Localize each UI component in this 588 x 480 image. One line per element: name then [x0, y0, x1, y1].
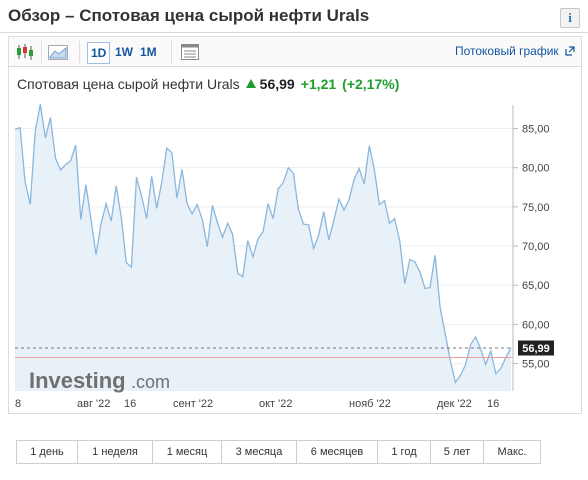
x-tick-label: нояб '22	[349, 398, 391, 410]
y-tick-label: 60,00	[522, 319, 550, 331]
timeframe-1d-button[interactable]: 1D	[87, 42, 111, 64]
chart-panel: Спотовая цена сырой нефти Urals 56,99 +1,2…	[8, 66, 582, 414]
timeframe-1m-button[interactable]: 1M	[140, 45, 157, 59]
investing-watermark: Investing .com	[29, 368, 170, 393]
timeframe-1w-button[interactable]: 1W	[115, 45, 133, 59]
range-5-years-button[interactable]: 5 лет	[430, 440, 484, 464]
streaming-chart-link[interactable]: Потоковый график	[455, 44, 575, 58]
x-tick-label: 16	[124, 398, 136, 410]
page-header: Обзор – Спотовая цена сырой нефти Urals …	[0, 0, 588, 33]
info-icon[interactable]: i	[560, 8, 580, 28]
price-change-percent: (+2,17%)	[342, 76, 400, 92]
y-axis: 85,00 80,00 75,00 70,00 65,00 60,00 55,00	[512, 105, 550, 391]
x-tick-label: 16	[487, 398, 499, 410]
x-tick-label: 8	[15, 398, 21, 410]
instrument-name: Спотовая цена сырой нефти Urals	[17, 76, 240, 92]
range-selector: 1 день 1 неделя 1 месяц 3 месяца 6 месяц…	[16, 440, 541, 464]
watermark-suffix: .com	[131, 372, 170, 392]
y-tick-label: 65,00	[522, 280, 550, 292]
candlestick-chart-icon[interactable]	[14, 42, 36, 62]
chart-toolbar: 1D 1W 1M Потоковый график	[8, 36, 582, 67]
x-tick-label: авг '22	[77, 398, 110, 410]
x-tick-label: окт '22	[259, 398, 292, 410]
y-tick-label: 55,00	[522, 359, 550, 371]
range-1-day-button[interactable]: 1 день	[16, 440, 78, 464]
x-tick-label: дек '22	[437, 398, 472, 410]
price-badge: 56,99	[518, 340, 554, 356]
toolbar-divider	[79, 41, 80, 63]
range-1-week-button[interactable]: 1 неделя	[77, 440, 153, 464]
price-chart[interactable]: Investing .com 85,00 80,00 75,00 70,00 65,00…	[9, 67, 581, 413]
table-view-icon[interactable]	[179, 42, 201, 62]
streaming-chart-label: Потоковый график	[454, 44, 559, 58]
price-change: +1,21	[300, 76, 337, 92]
y-tick-label: 70,00	[522, 241, 550, 253]
quote-summary: Спотовая цена сырой нефти Urals 56,99 +1,2…	[17, 76, 399, 92]
price-area-fill	[15, 104, 511, 391]
toolbar-divider	[41, 41, 42, 63]
area-chart-icon[interactable]	[47, 42, 69, 62]
range-max-button[interactable]: Макс.	[483, 440, 541, 464]
toolbar-divider	[171, 41, 172, 63]
x-axis: 8 авг '22 16 сент '22 окт '22 нояб '22 дек '22…	[15, 398, 499, 410]
watermark-brand: Investing	[29, 368, 126, 393]
price-line	[14, 104, 512, 384]
y-tick-label: 80,00	[522, 163, 550, 175]
range-1-year-button[interactable]: 1 год	[377, 440, 431, 464]
last-price: 56,99	[259, 76, 295, 92]
x-tick-label: сент '22	[173, 398, 213, 410]
y-tick-label: 85,00	[522, 124, 550, 136]
range-6-months-button[interactable]: 6 месяцев	[296, 440, 378, 464]
page-title: Обзор – Спотовая цена сырой нефти Urals	[8, 6, 370, 25]
y-tick-label: 75,00	[522, 202, 550, 214]
range-1-month-button[interactable]: 1 месяц	[152, 440, 222, 464]
price-badge-label: 56,99	[522, 343, 550, 355]
external-link-icon	[565, 46, 575, 56]
range-3-months-button[interactable]: 3 месяца	[221, 440, 297, 464]
up-arrow-icon	[245, 79, 256, 88]
